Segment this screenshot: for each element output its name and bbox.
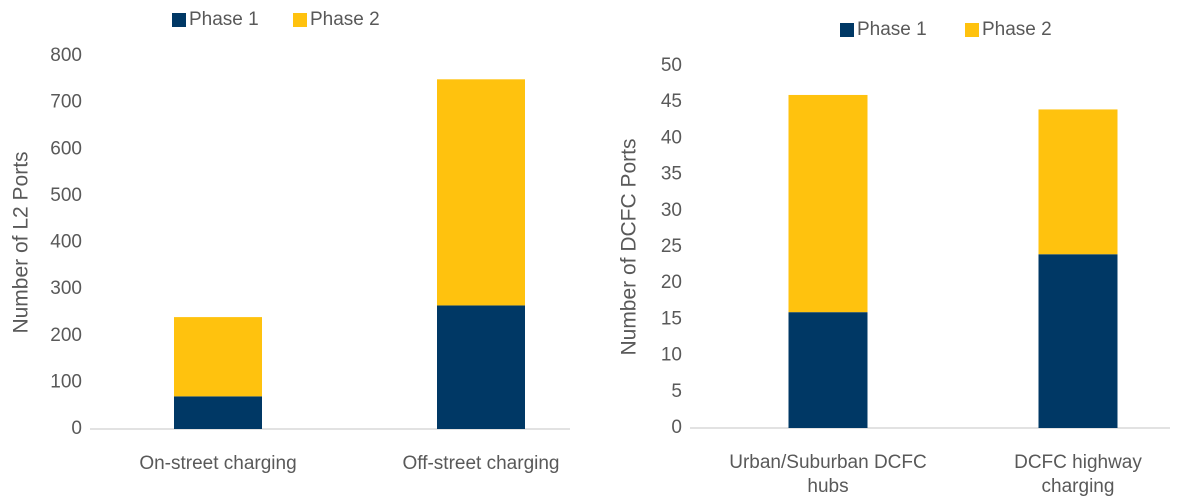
y-tick-label: 20 — [661, 272, 682, 293]
y-tick-label: 500 — [50, 185, 82, 206]
y-tick-label: 400 — [50, 232, 82, 253]
y-tick-label: 0 — [671, 417, 682, 438]
y-tick-label: 600 — [50, 138, 82, 159]
y-axis-label: Number of DCFC Ports — [618, 138, 641, 355]
y-tick-label: 0 — [71, 418, 82, 439]
y-tick-label: 35 — [661, 164, 682, 185]
y-tick-label: 25 — [661, 236, 682, 257]
bar-segment — [1038, 109, 1118, 255]
legend-swatch — [965, 23, 979, 37]
y-tick-label: 40 — [661, 127, 682, 148]
y-tick-label: 10 — [661, 345, 682, 366]
bar-segment — [174, 396, 262, 429]
bar-segment — [437, 79, 525, 306]
bar-segment — [788, 312, 868, 428]
x-tick-label: Urban/Suburban DCFC hubs — [729, 452, 926, 497]
y-tick-label: 50 — [661, 55, 682, 76]
x-tick-label: Off-street charging — [402, 453, 559, 474]
y-tick-label: 45 — [661, 91, 682, 112]
legend-label: Phase 1 — [857, 19, 927, 40]
legend-swatch — [172, 13, 186, 27]
y-tick-label: 5 — [671, 381, 682, 402]
bar-segment — [437, 305, 525, 429]
x-tick-label: On-street charging — [139, 453, 296, 474]
y-tick-label: 15 — [661, 308, 682, 329]
bar-segment — [174, 317, 262, 397]
x-tick-label: DCFC highway charging — [1014, 452, 1142, 497]
bar-segment — [1038, 254, 1118, 428]
legend-label: Phase 2 — [982, 19, 1052, 40]
y-axis-label: Number of L2 Ports — [10, 151, 33, 333]
y-tick-label: 30 — [661, 200, 682, 221]
y-tick-label: 800 — [50, 45, 82, 66]
legend-label: Phase 1 — [189, 9, 259, 30]
bar-segment — [788, 94, 868, 313]
y-tick-label: 700 — [50, 92, 82, 113]
y-tick-label: 300 — [50, 278, 82, 299]
legend-swatch — [840, 23, 854, 37]
legend-swatch — [293, 13, 307, 27]
legend-label: Phase 2 — [310, 9, 380, 30]
y-tick-label: 100 — [50, 371, 82, 392]
y-tick-label: 200 — [50, 325, 82, 346]
